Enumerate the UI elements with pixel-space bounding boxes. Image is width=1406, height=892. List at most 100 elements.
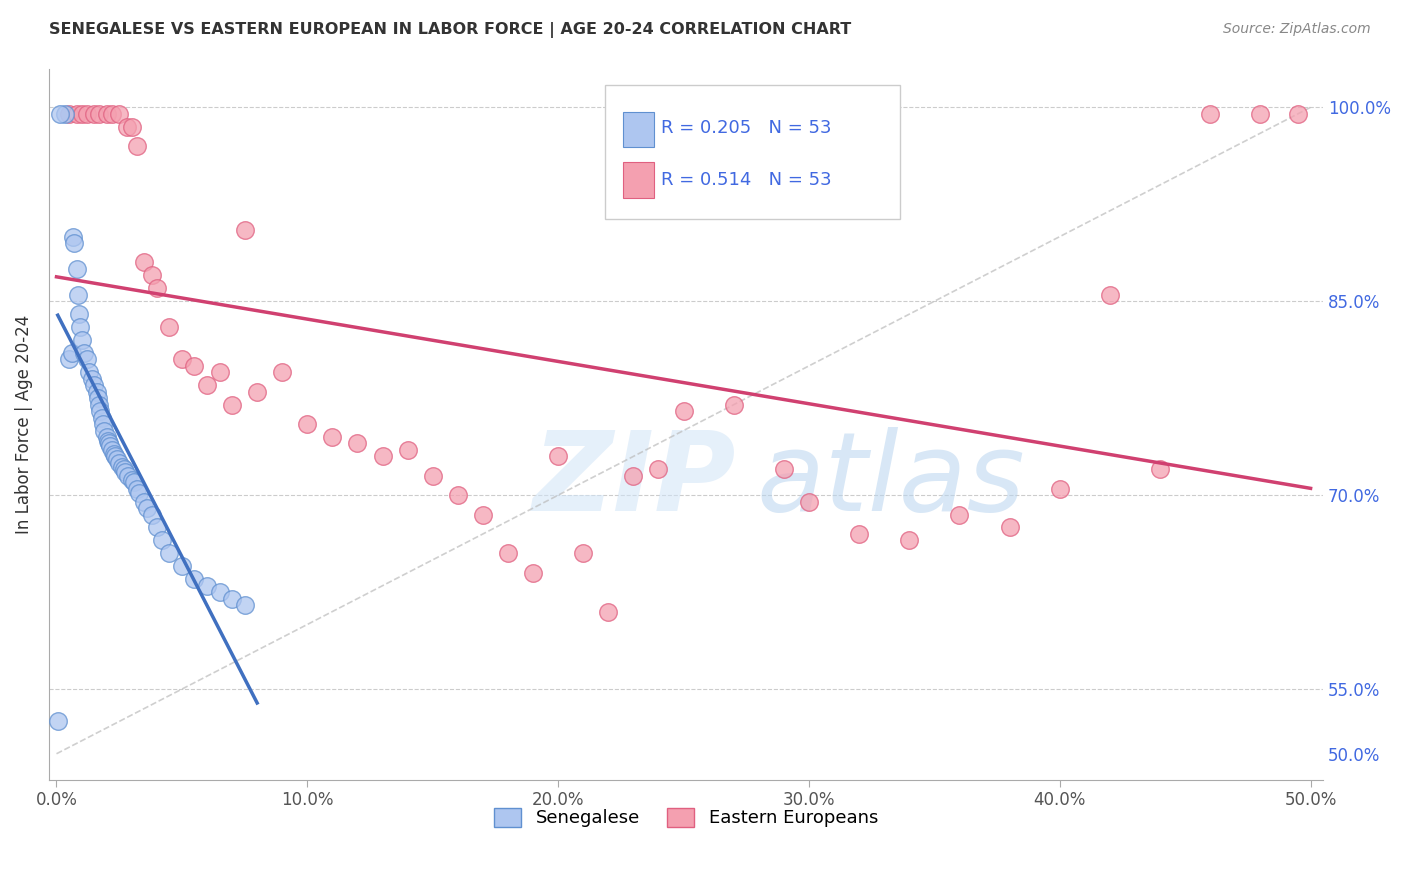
Point xyxy=(67,307,90,321)
Point xyxy=(87,391,110,405)
Point xyxy=(1286,107,1309,121)
Point xyxy=(135,501,157,516)
Point xyxy=(134,255,156,269)
Point xyxy=(91,417,114,431)
Point xyxy=(647,462,669,476)
Point xyxy=(103,447,125,461)
Point xyxy=(49,107,72,121)
Point xyxy=(66,287,89,301)
Point xyxy=(65,261,87,276)
Point xyxy=(672,404,695,418)
Point xyxy=(321,430,343,444)
Point xyxy=(183,572,205,586)
Point xyxy=(53,107,76,121)
Point xyxy=(69,320,91,334)
Point xyxy=(70,333,93,347)
Point xyxy=(297,417,319,431)
Point xyxy=(58,107,80,121)
Point xyxy=(114,465,136,479)
Point xyxy=(121,120,143,134)
Point xyxy=(60,346,83,360)
Point xyxy=(195,579,218,593)
Point xyxy=(447,488,470,502)
Point xyxy=(621,468,644,483)
Point xyxy=(157,320,180,334)
Point xyxy=(547,450,569,464)
Point xyxy=(111,459,134,474)
Point xyxy=(83,107,105,121)
Point xyxy=(157,546,180,560)
Point xyxy=(89,404,111,418)
Point xyxy=(723,398,745,412)
Point xyxy=(108,456,131,470)
Point xyxy=(233,598,256,612)
Point xyxy=(948,508,970,522)
Point xyxy=(898,533,921,548)
Point xyxy=(90,410,112,425)
Point xyxy=(195,378,218,392)
Point xyxy=(1049,482,1071,496)
Point xyxy=(271,365,294,379)
Point xyxy=(100,442,122,457)
Point xyxy=(998,520,1021,534)
Point xyxy=(63,235,86,250)
Point xyxy=(86,384,108,399)
Text: SENEGALESE VS EASTERN EUROPEAN IN LABOR FORCE | AGE 20-24 CORRELATION CHART: SENEGALESE VS EASTERN EUROPEAN IN LABOR … xyxy=(49,22,852,38)
Point xyxy=(170,559,193,574)
Point xyxy=(122,475,145,490)
Point xyxy=(89,107,111,121)
Point xyxy=(108,107,131,121)
Point xyxy=(117,468,139,483)
Point xyxy=(125,482,148,496)
Point xyxy=(46,714,69,729)
Point xyxy=(396,442,419,457)
Point xyxy=(93,424,115,438)
Text: R = 0.205   N = 53: R = 0.205 N = 53 xyxy=(661,120,831,137)
Point xyxy=(1199,107,1222,121)
Point xyxy=(96,107,118,121)
Point xyxy=(73,346,96,360)
Point xyxy=(76,107,98,121)
Point xyxy=(80,372,103,386)
Point xyxy=(83,378,105,392)
Point xyxy=(146,520,169,534)
Point xyxy=(100,439,122,453)
Point xyxy=(100,107,122,121)
Point xyxy=(76,352,98,367)
Point xyxy=(105,452,128,467)
Point xyxy=(208,585,231,599)
Point xyxy=(221,398,243,412)
Legend: Senegalese, Eastern Europeans: Senegalese, Eastern Europeans xyxy=(486,801,886,835)
Point xyxy=(77,365,100,379)
Point xyxy=(773,462,796,476)
Point xyxy=(233,223,256,237)
Text: Source: ZipAtlas.com: Source: ZipAtlas.com xyxy=(1223,22,1371,37)
Point xyxy=(112,462,135,476)
Point xyxy=(89,398,111,412)
Point xyxy=(104,450,127,464)
Point xyxy=(97,434,120,448)
Text: atlas: atlas xyxy=(756,427,1025,534)
Point xyxy=(150,533,173,548)
Point xyxy=(1098,287,1121,301)
Text: ZIP: ZIP xyxy=(533,427,737,534)
Point xyxy=(221,591,243,606)
Point xyxy=(371,450,394,464)
Point xyxy=(496,546,519,560)
Point xyxy=(58,352,80,367)
Point xyxy=(598,605,620,619)
Point xyxy=(1149,462,1171,476)
Point xyxy=(128,485,150,500)
Point xyxy=(346,436,368,450)
Point xyxy=(62,229,84,244)
Point xyxy=(70,107,93,121)
Point xyxy=(125,139,148,153)
Point xyxy=(121,473,143,487)
Point xyxy=(115,120,138,134)
Point xyxy=(170,352,193,367)
Point xyxy=(141,268,163,283)
Point xyxy=(183,359,205,373)
Point xyxy=(522,566,544,580)
Point xyxy=(65,107,87,121)
Point xyxy=(208,365,231,379)
